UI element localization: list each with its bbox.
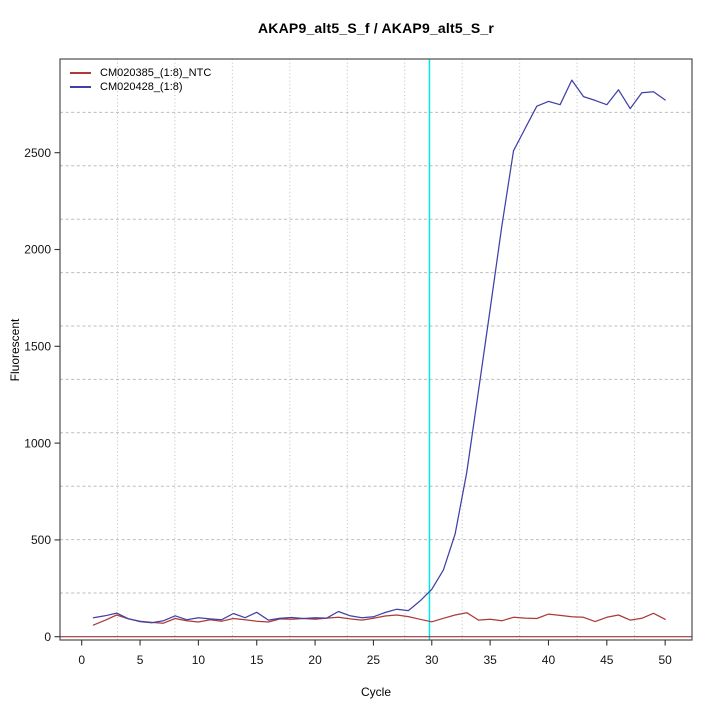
x-tick-label: 10 [192,653,206,667]
plot-border [59,58,693,641]
x-axis-label: Cycle [360,685,391,699]
legend-entry-ntc: CM020385_(1:8)_NTC [70,66,211,80]
x-tick-label: 5 [137,653,144,667]
x-tick-label: 20 [308,653,322,667]
legend-entry-sample: CM020428_(1:8) [70,80,211,94]
y-tick-label: 1500 [24,340,51,354]
y-tick-label: 2500 [24,146,51,160]
x-tick-label: 40 [542,653,556,667]
x-tick-label: 0 [78,653,85,667]
chart-title: AKAP9_alt5_S_f / AKAP9_alt5_S_r [257,20,494,36]
x-tick-label: 45 [600,653,614,667]
x-tick-label: 50 [658,653,672,667]
x-tick-label: 30 [425,653,439,667]
legend: CM020385_(1:8)_NTC CM020428_(1:8) [70,66,211,94]
series-line-sample [92,79,666,624]
y-tick-label: 2000 [24,243,51,257]
legend-label-sample: CM020428_(1:8) [100,81,183,93]
x-tick-label: 25 [367,653,381,667]
y-tick-label: 1000 [24,436,51,450]
legend-line-swatch-red [70,72,91,74]
x-tick-label: 35 [483,653,497,667]
legend-label-ntc: CM020385_(1:8)_NTC [100,67,212,79]
x-tick-label: 15 [250,653,264,667]
y-axis-label: Fluorescent [8,318,22,382]
legend-line-swatch-blue [70,86,91,88]
series-line-ntc [92,612,666,626]
y-tick-label: 500 [31,533,51,547]
y-tick-label: 0 [44,630,51,644]
